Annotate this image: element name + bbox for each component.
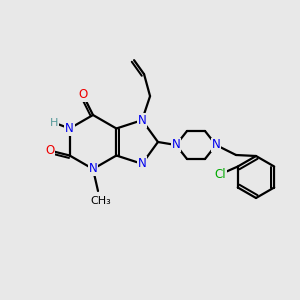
Text: Cl: Cl <box>214 168 226 181</box>
Text: N: N <box>88 163 98 176</box>
Text: O: O <box>78 88 88 101</box>
Text: H: H <box>50 118 58 128</box>
Text: N: N <box>138 157 146 170</box>
Text: N: N <box>172 139 180 152</box>
Text: N: N <box>138 114 146 127</box>
Text: O: O <box>45 144 54 157</box>
Text: CH₃: CH₃ <box>91 196 111 206</box>
Text: N: N <box>212 139 220 152</box>
Text: N: N <box>65 122 74 135</box>
